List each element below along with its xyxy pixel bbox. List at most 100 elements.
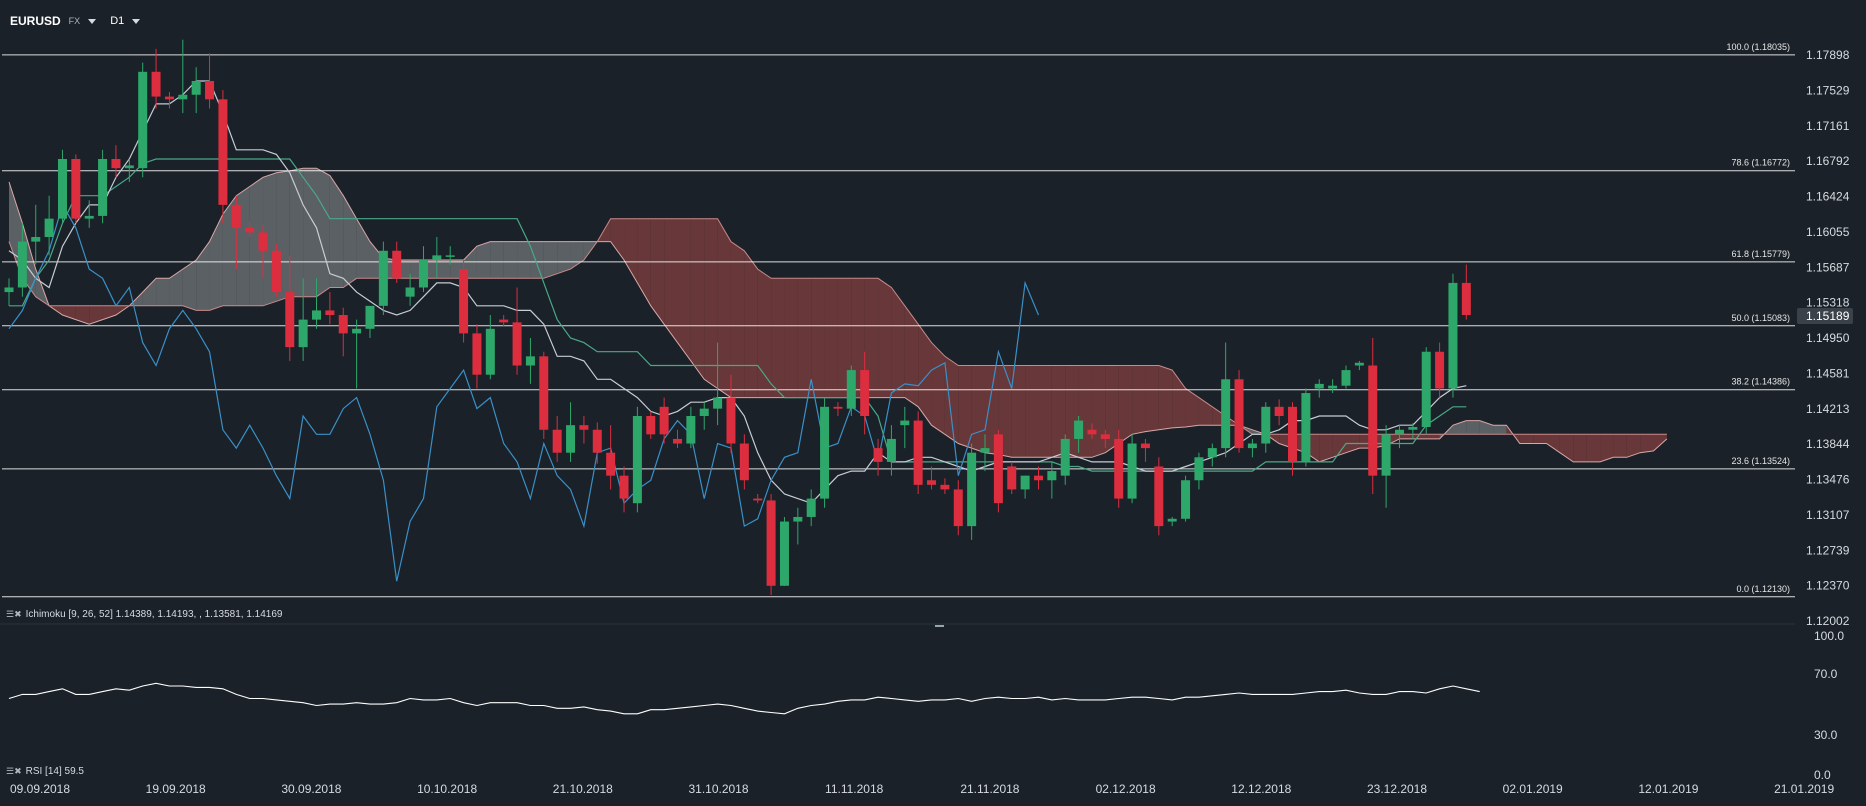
bull-candle: [686, 415, 696, 444]
cloud-segment: [1399, 434, 1413, 439]
bear-candle: [338, 315, 348, 334]
bull-candle: [1328, 385, 1338, 389]
bear-candle: [953, 489, 963, 527]
cloud-segment: [236, 186, 250, 306]
bear-candle: [552, 429, 562, 453]
candles: [4, 39, 1471, 595]
bull-candle: [1074, 420, 1084, 439]
bear-candle: [913, 420, 923, 485]
bear-candle: [1087, 429, 1097, 435]
cloud-segment: [717, 218, 731, 398]
bear-candle: [1033, 475, 1043, 481]
bull-candle: [713, 397, 723, 409]
cloud-segment: [1185, 388, 1199, 428]
bull-candle: [525, 356, 535, 366]
bear-candle: [271, 250, 281, 293]
bull-candle: [1194, 457, 1204, 481]
bear-candle: [1435, 351, 1445, 389]
fib-label: 38.2 (1.14386): [1731, 377, 1790, 387]
cloud-segment: [329, 175, 344, 288]
symbol-dropdown-icon[interactable]: [88, 18, 97, 24]
bear-candle: [1154, 466, 1164, 527]
bear-candle: [592, 429, 602, 453]
indicator-settings-icon[interactable]: ☰✖: [6, 609, 22, 619]
cloud-segment: [891, 287, 905, 398]
bull-candle: [44, 218, 54, 238]
cloud-segment: [744, 250, 758, 398]
price-tick-label: 1.13844: [1806, 437, 1850, 451]
bear-candle: [673, 438, 682, 444]
timeframe-selector[interactable]: D1: [110, 15, 125, 27]
bear-candle: [766, 500, 776, 586]
cloud-segment: [1091, 365, 1106, 458]
bull-candle: [632, 415, 642, 504]
fib-label: 100.0 (1.18035): [1726, 42, 1790, 52]
cloud-segment: [182, 259, 197, 311]
price-tick-label: 1.13476: [1806, 473, 1850, 487]
bull-candle: [699, 408, 709, 416]
cloud-segment: [75, 305, 90, 325]
bull-candle: [1047, 471, 1057, 481]
date-tick-label: 23.12.2018: [1367, 782, 1427, 796]
cloud-segment: [944, 356, 959, 444]
bull-candle: [1247, 443, 1257, 449]
cloud-segment: [677, 218, 691, 361]
bull-candle: [1060, 438, 1070, 476]
bear-candle: [1368, 365, 1378, 476]
fib-label: 0.0 (1.12130): [1736, 584, 1790, 594]
bull-candle: [4, 287, 14, 293]
bull-candle: [1261, 406, 1271, 444]
price-tick-label: 1.14950: [1806, 331, 1850, 345]
price-tick-label: 1.12739: [1806, 543, 1850, 557]
cloud-segment: [864, 278, 879, 398]
cloud-segment: [557, 241, 571, 274]
date-tick-label: 10.10.2018: [417, 782, 477, 796]
bull-candle: [138, 71, 148, 169]
timeframe-dropdown-icon[interactable]: [132, 18, 141, 24]
bull-candle: [1127, 443, 1137, 499]
cloud-segment: [1105, 365, 1119, 453]
bear-candle: [753, 498, 763, 501]
cloud-segment: [89, 305, 103, 325]
bull-candle: [418, 259, 428, 288]
cloud-segment: [1640, 434, 1654, 453]
bull-candle: [1181, 480, 1191, 519]
cloud-segment: [771, 278, 785, 398]
cloud-segment: [1519, 434, 1534, 444]
price-tick-label: 1.17529: [1806, 83, 1850, 97]
bear-candle: [1114, 438, 1124, 499]
cloud-segment: [343, 195, 357, 288]
cloud-segment: [824, 278, 838, 398]
cloud-segment: [704, 218, 718, 389]
cloud-segment: [851, 278, 865, 398]
fibonacci-levels: 100.0 (1.18035) 78.6 (1.16772) 61.8 (1.157…: [2, 42, 1795, 598]
bull-candle: [1301, 393, 1311, 462]
cloud-segment: [289, 168, 304, 297]
bear-candle: [539, 356, 549, 430]
bull-candle: [900, 420, 910, 426]
ichimoku-legend[interactable]: ☰✖ Ichimoku [9, 26, 52] 1.14389, 1.14193…: [6, 609, 282, 620]
last-price-label: 1.15189: [1806, 309, 1850, 323]
bear-candle: [606, 452, 616, 476]
bear-candle: [619, 475, 629, 499]
cloud-segment: [784, 278, 798, 398]
rsi-settings-icon[interactable]: ☰✖: [6, 766, 22, 776]
bull-candle: [124, 165, 134, 169]
cloud-segment: [517, 241, 531, 279]
cloud-segment: [1332, 434, 1346, 458]
bull-candle: [98, 158, 108, 216]
cloud-segment: [1546, 434, 1560, 453]
bull-candle: [1341, 370, 1351, 386]
symbol-label[interactable]: EURUSD: [10, 14, 61, 28]
bear-candle: [164, 96, 174, 100]
rsi-legend[interactable]: ☰✖ RSI [14] 59.5: [6, 766, 84, 777]
fib-label: 61.8 (1.15779): [1731, 249, 1790, 259]
bear-candle: [927, 480, 937, 485]
cloud-segment: [878, 278, 892, 398]
bear-candle: [285, 292, 295, 348]
bear-candle: [940, 484, 950, 490]
cloud-segment: [1466, 420, 1480, 435]
bear-candle: [258, 232, 268, 251]
cloud-segment: [1586, 434, 1601, 462]
